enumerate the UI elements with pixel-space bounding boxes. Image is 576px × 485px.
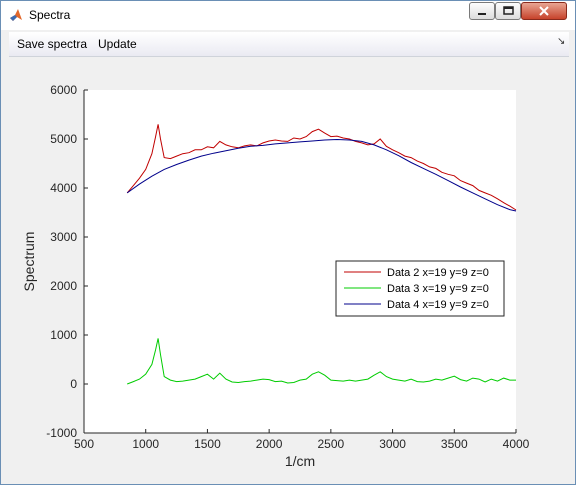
y-tick-label: 0 (70, 377, 77, 391)
series-line-3 (126, 138, 517, 212)
x-tick-label: 4000 (503, 437, 530, 451)
window-title: Spectra (29, 8, 71, 22)
figure-canvas: 500 1000 1500 2000 2500 3000 3500 4000 -1000 0 100… (9, 57, 569, 477)
legend-label: Data 4 x=19 y=9 z=0 (387, 299, 489, 311)
y-tick-label: 1000 (50, 328, 77, 342)
legend-label: Data 2 x=19 y=9 z=0 (387, 267, 489, 279)
y-tick-label: 5000 (50, 132, 77, 146)
x-tick-label: 1500 (194, 437, 221, 451)
maximize-button[interactable] (495, 2, 521, 20)
series-line-2 (127, 338, 516, 385)
y-axis-label: Spectrum (21, 232, 37, 292)
x-tick-label: 3500 (441, 437, 468, 451)
dock-arrow-icon[interactable]: ↘ (557, 36, 566, 47)
y-tick-label: 3000 (50, 230, 77, 244)
maximize-icon (503, 6, 514, 15)
minimize-icon (478, 13, 486, 15)
x-tick-label: 1000 (132, 437, 159, 451)
x-tick-label: 2000 (256, 437, 283, 451)
y-tick-label: 2000 (50, 279, 77, 293)
matlab-logo-icon (10, 9, 22, 21)
close-button[interactable] (521, 2, 567, 20)
y-tick-label: 4000 (50, 181, 77, 195)
close-icon (539, 6, 549, 16)
menu-save-spectra[interactable]: Save spectra (17, 37, 88, 51)
x-axis-label: 1/cm (285, 453, 315, 469)
x-tick-label: 3000 (379, 437, 406, 451)
menu-bar: Save spectra Update ↘ (9, 32, 569, 57)
minimize-button[interactable] (469, 2, 495, 20)
series-line-1 (126, 124, 517, 211)
y-tick-label: 6000 (50, 83, 77, 97)
x-tick-label: 2500 (318, 437, 345, 451)
x-tick-label: 500 (74, 437, 94, 451)
menu-update[interactable]: Update (98, 37, 137, 51)
legend-label: Data 3 x=19 y=9 z=0 (387, 283, 489, 295)
spectrum-plot: 500 1000 1500 2000 2500 3000 3500 4000 -1000 0 100… (21, 83, 530, 469)
title-bar[interactable]: Spectra (1, 1, 575, 30)
y-tick-label: -1000 (46, 426, 77, 440)
